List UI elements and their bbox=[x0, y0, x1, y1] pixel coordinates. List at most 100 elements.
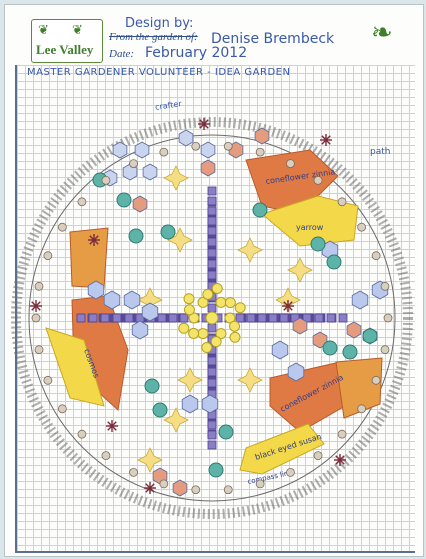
blue-hex-plant bbox=[287, 362, 305, 382]
purple-square-plant bbox=[207, 430, 217, 440]
purple-square-plant bbox=[207, 226, 217, 236]
teal-circle-plant bbox=[144, 378, 160, 394]
leaf-logo-icon: ❦ bbox=[72, 22, 83, 37]
purple-square-plant bbox=[76, 313, 86, 323]
purple-square-plant bbox=[207, 323, 217, 333]
border-circle-plant bbox=[57, 404, 67, 414]
gold-star-plant bbox=[287, 257, 313, 283]
center-c-plant bbox=[224, 297, 236, 309]
border-circle-plant bbox=[255, 479, 265, 489]
center-c-plant bbox=[183, 293, 195, 305]
purple-square-plant bbox=[326, 313, 336, 323]
red-asterisk-plant bbox=[145, 483, 155, 493]
grey-hex-plant bbox=[134, 141, 150, 159]
gold-star-plant bbox=[167, 227, 193, 253]
lee-valley-logo: ❦ ❦ Lee Valley bbox=[31, 19, 103, 63]
purple-square-plant bbox=[100, 313, 110, 323]
gold-star-plant bbox=[163, 165, 189, 191]
purple-square-plant bbox=[207, 237, 217, 247]
teal-circle-plant bbox=[116, 192, 132, 208]
border-circle-plant bbox=[34, 345, 44, 355]
teal-circle-plant bbox=[208, 462, 224, 478]
blue-hex-plant bbox=[271, 340, 289, 360]
purple-square-plant bbox=[279, 313, 289, 323]
gold-star-plant bbox=[237, 367, 263, 393]
border-circle-plant bbox=[159, 479, 169, 489]
blue-hex-plant bbox=[181, 394, 199, 414]
purple-square-plant bbox=[257, 313, 267, 323]
red-asterisk-plant bbox=[335, 455, 345, 465]
salmon-hex-plant bbox=[292, 317, 308, 335]
purple-square-plant bbox=[179, 313, 189, 323]
border-circle-plant bbox=[191, 485, 201, 495]
salmon-hex-plant bbox=[312, 331, 328, 349]
border-circle-plant bbox=[286, 159, 295, 169]
yellow-bed-left bbox=[45, 327, 105, 407]
border-circle-plant bbox=[191, 141, 201, 151]
grey-hex-plant bbox=[112, 141, 128, 159]
path-note: path bbox=[370, 147, 391, 157]
purple-square-plant bbox=[124, 313, 134, 323]
center-c-plant bbox=[202, 288, 214, 300]
center-c-plant bbox=[188, 327, 200, 339]
gold-star-plant bbox=[177, 367, 203, 393]
border-circle-plant bbox=[77, 429, 87, 439]
purple-square-plant bbox=[207, 420, 217, 430]
logo-text: Lee Valley bbox=[36, 42, 94, 57]
plan-title: MASTER GARDENER VOLUNTEER - IDEA GARDEN bbox=[27, 67, 291, 78]
leaf-logo-icon: ❦ bbox=[38, 22, 49, 37]
border-circle-plant bbox=[101, 451, 111, 461]
corner-leaf-icon: ❧ bbox=[371, 17, 393, 47]
blue-hex-plant bbox=[87, 280, 105, 300]
purple-square-plant bbox=[207, 367, 217, 377]
border-circle-plant bbox=[357, 404, 367, 414]
purple-square-plant bbox=[207, 356, 217, 366]
blue-hex-plant bbox=[103, 290, 121, 310]
red-asterisk-plant bbox=[283, 301, 293, 311]
teal-circle-plant bbox=[128, 228, 144, 244]
grey-hex-plant bbox=[142, 163, 158, 181]
center-c-plant bbox=[215, 328, 227, 340]
orange-bed-bottom-right bbox=[269, 361, 353, 433]
salmon-hex-plant bbox=[200, 159, 216, 177]
purple-square-plant bbox=[314, 313, 324, 323]
hatched-border-ring bbox=[11, 117, 413, 519]
border-circle-plant bbox=[357, 222, 367, 232]
purple-square-plant bbox=[207, 303, 217, 313]
salmon-hex-plant bbox=[254, 127, 270, 145]
purple-square-plant bbox=[235, 313, 245, 323]
border-circle-plant bbox=[337, 197, 347, 207]
blue-hex-plant bbox=[123, 290, 141, 310]
purple-square-plant bbox=[112, 313, 122, 323]
purple-square-plant bbox=[207, 186, 217, 196]
center-c-plant bbox=[178, 322, 190, 334]
red-asterisk-plant bbox=[321, 135, 331, 145]
purple-square-plant bbox=[207, 196, 217, 206]
yellow-bed-bottom bbox=[239, 423, 325, 475]
grey-hex-plant bbox=[200, 141, 216, 159]
border-circle-plant bbox=[223, 141, 233, 151]
inner-border-line bbox=[28, 134, 396, 502]
purple-square-plant bbox=[207, 248, 217, 258]
border-circle-plant bbox=[313, 175, 323, 185]
orange-bed-left-upper bbox=[69, 227, 109, 289]
purple-square-plant bbox=[207, 270, 217, 280]
teal-circle-plant bbox=[252, 202, 268, 218]
teal-circle-plant bbox=[218, 424, 234, 440]
red-asterisk-plant bbox=[89, 235, 99, 245]
center-c-plant bbox=[229, 331, 241, 343]
teal-circle-plant bbox=[362, 328, 378, 344]
border-circle-plant bbox=[159, 147, 169, 157]
bed-label-yellow-top: yarrow bbox=[296, 223, 324, 232]
gold-star-plant bbox=[163, 407, 189, 433]
border-circle-plant bbox=[34, 281, 44, 291]
center-c-plant bbox=[210, 336, 222, 348]
design-by-label: Design by: bbox=[125, 16, 194, 31]
center-c-plant bbox=[224, 312, 236, 324]
border-circle-plant bbox=[223, 485, 233, 495]
red-asterisk-plant bbox=[199, 119, 209, 129]
plant-symbols bbox=[30, 118, 393, 497]
from-garden-label: From the garden of: bbox=[109, 31, 198, 43]
purple-square-plant bbox=[338, 313, 348, 323]
salmon-hex-plant bbox=[172, 479, 188, 497]
